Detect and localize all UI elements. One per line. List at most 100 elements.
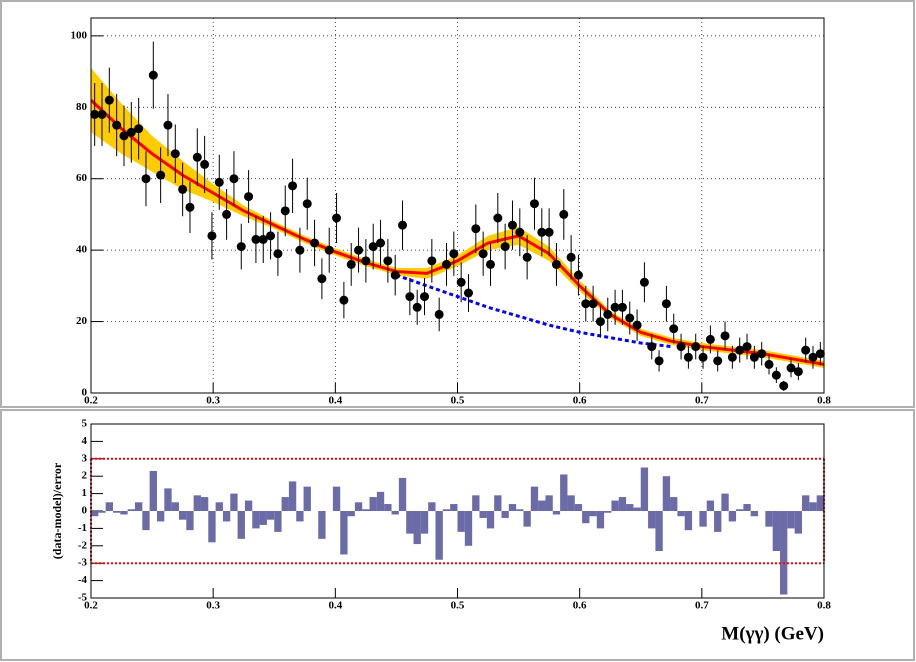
data-point (192, 152, 202, 162)
data-point (141, 174, 151, 184)
data-point (178, 184, 188, 194)
residual-bar (347, 511, 355, 517)
data-point (207, 231, 217, 241)
data-point (801, 345, 811, 355)
data-point (273, 249, 283, 259)
residual-bar (670, 497, 678, 511)
residual-bar (105, 502, 113, 511)
x-tick-label: 0.5 (451, 395, 465, 407)
data-point (295, 245, 305, 255)
data-point (544, 227, 554, 237)
data-point (471, 224, 481, 234)
y-tick-label: -4 (78, 574, 88, 586)
y-tick-label: 1 (82, 487, 88, 499)
data-point (156, 170, 166, 180)
residual-bar (560, 474, 568, 511)
data-point (749, 352, 759, 362)
residual-bar (699, 511, 707, 527)
data-point (302, 199, 312, 209)
data-point (383, 256, 393, 266)
data-point (683, 352, 693, 362)
residual-bar (288, 481, 297, 511)
residual-bar (274, 511, 282, 532)
x-tick-label: 0.2 (84, 600, 98, 612)
residual-bar (142, 511, 150, 531)
residual-bar (391, 511, 399, 515)
data-point (288, 181, 298, 191)
residual-bar (442, 509, 451, 511)
data-point (398, 220, 408, 230)
residual-bar (538, 500, 546, 511)
data-point (346, 259, 356, 269)
residual-bar (736, 509, 744, 511)
x-tick-label: 0.4 (328, 600, 342, 612)
data-point (200, 159, 210, 169)
residual-bar (772, 511, 781, 552)
residual-bar (266, 511, 275, 520)
residual-bar (156, 511, 165, 522)
residual-bar (457, 511, 465, 532)
data-point (244, 192, 254, 202)
x-axis-title: M(γγ) (GeV) (721, 623, 824, 644)
residual-bar (662, 476, 671, 511)
residual-bar (494, 495, 502, 511)
data-point (420, 292, 430, 302)
residual-bar (318, 511, 326, 539)
x-tick-label: 0.4 (328, 395, 342, 407)
data-point (507, 220, 517, 230)
residual-bar (332, 486, 341, 511)
data-point (676, 342, 686, 352)
data-point (90, 109, 100, 119)
residual-bar (186, 511, 194, 531)
residual-bar (655, 511, 663, 552)
data-point (610, 302, 620, 312)
data-point (493, 213, 503, 223)
residual-bar (589, 511, 597, 517)
x-tick-label: 0.2 (84, 395, 98, 407)
data-point (112, 120, 122, 130)
residual-bar (523, 511, 531, 527)
data-point (361, 256, 371, 266)
data-point (573, 270, 583, 280)
residual-bar (303, 486, 311, 511)
data-point (324, 245, 334, 255)
y-tick-label: -1 (78, 522, 87, 534)
data-point (434, 309, 444, 319)
residual-bar (244, 500, 253, 511)
residual-bar (809, 502, 817, 511)
residual-bar (508, 504, 517, 511)
data-point (258, 234, 268, 244)
residual-bar (596, 511, 605, 529)
x-tick-label: 0.3 (206, 395, 220, 407)
data-point (595, 317, 605, 327)
data-point (522, 252, 532, 262)
y-tick-label: 0 (82, 505, 88, 517)
y-tick-label: 20 (76, 315, 88, 327)
residual-bar (501, 511, 509, 518)
y-tick-label: 4 (82, 435, 88, 447)
residual-bar (794, 511, 803, 534)
data-point (815, 349, 825, 359)
data-point (119, 131, 129, 141)
data-point (339, 295, 349, 305)
residual-bar (259, 511, 267, 525)
y-tick-label: 80 (76, 101, 88, 113)
residual-bar (728, 511, 737, 522)
residual-bar (91, 511, 99, 517)
residual-bar (486, 511, 495, 529)
residual-bar (252, 511, 260, 529)
y-tick-label: 3 (82, 452, 88, 464)
y-tick-label: -3 (78, 557, 88, 569)
data-point (705, 334, 715, 344)
data-point (793, 367, 803, 377)
residual-bar (787, 511, 795, 529)
data-point (654, 356, 664, 366)
y-axis-title: (data-model)/error (50, 462, 64, 559)
y-tick-label: 40 (76, 244, 88, 256)
x-tick-label: 0.7 (695, 395, 709, 407)
y-tick-label: 100 (71, 29, 88, 41)
residual-bar (648, 511, 656, 529)
data-point (529, 199, 539, 209)
data-point (566, 252, 576, 262)
data-point (317, 274, 327, 284)
